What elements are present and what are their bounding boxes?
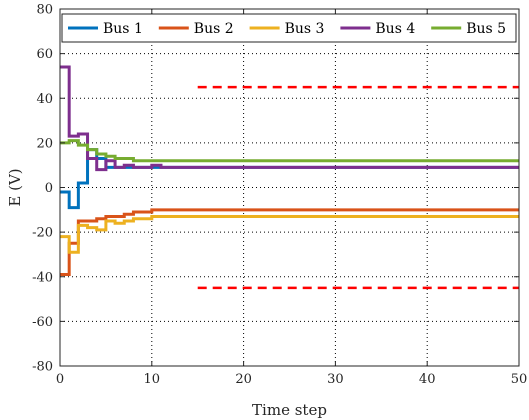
x-tick-label: 0 — [56, 372, 64, 387]
grid — [60, 9, 519, 366]
legend-label-4: Bus 4 — [375, 21, 415, 37]
series-line-3 — [60, 215, 519, 254]
series-lines — [60, 65, 519, 277]
legend-label-5: Bus 5 — [466, 21, 506, 37]
legend: Bus 1 Bus 2 Bus 3 Bus 4 Bus 5 — [61, 13, 517, 43]
axis-ticks: 0 10 20 30 40 50 -80 -60 -40 -20 0 20 40 60 80 — [32, 3, 527, 388]
x-axis-title: Time step — [252, 401, 327, 419]
x-tick-label: 30 — [327, 372, 344, 387]
y-tick-label: -60 — [32, 315, 53, 330]
reference-lines — [197, 85, 519, 290]
x-tick-label: 20 — [235, 372, 252, 387]
y-tick-label: 0 — [45, 181, 53, 196]
y-axis-title: E (V) — [6, 168, 24, 206]
x-tick-label: 50 — [511, 372, 528, 387]
y-tick-label: 60 — [36, 47, 53, 62]
series-line-4 — [60, 65, 519, 172]
y-tick-label: 80 — [36, 3, 53, 18]
y-tick-label: -20 — [32, 226, 53, 241]
y-tick-label: -80 — [32, 360, 53, 375]
legend-label-1: Bus 1 — [103, 21, 143, 37]
legend-label-3: Bus 3 — [285, 21, 325, 37]
y-tick-label: 20 — [36, 136, 53, 151]
legend-label-2: Bus 2 — [194, 21, 234, 37]
x-tick-label: 10 — [144, 372, 161, 387]
series-line-5 — [60, 139, 519, 163]
x-tick-label: 40 — [419, 372, 436, 387]
y-tick-label: -40 — [32, 270, 53, 285]
y-tick-label: 40 — [36, 92, 53, 107]
